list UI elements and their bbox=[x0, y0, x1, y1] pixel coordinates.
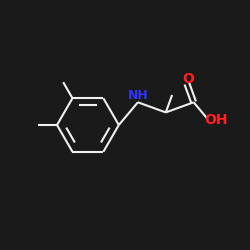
Text: OH: OH bbox=[204, 112, 228, 126]
Text: O: O bbox=[182, 72, 194, 86]
Text: NH: NH bbox=[128, 89, 149, 102]
